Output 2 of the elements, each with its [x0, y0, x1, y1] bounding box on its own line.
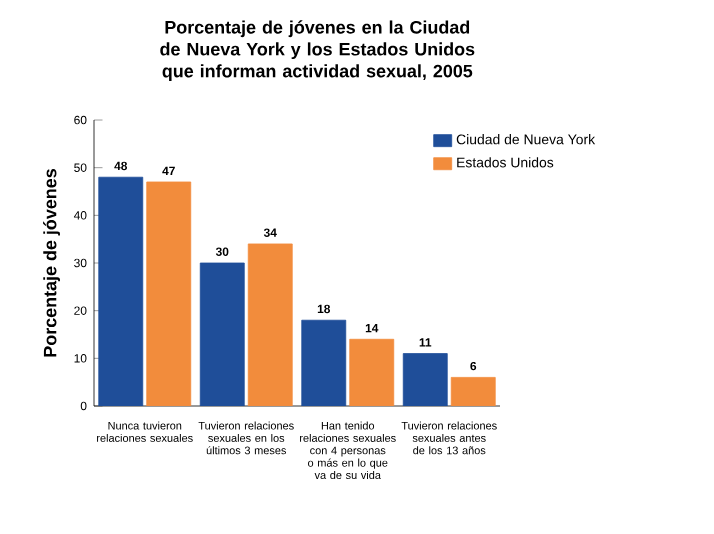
chart-title: Porcentaje de jóvenes en la Ciudad de Nueva York y los Estados Unidos que informan actividad sexual, 2005	[160, 20, 475, 81]
y-axis-title: Porcentaje de jóvenes	[43, 169, 60, 357]
